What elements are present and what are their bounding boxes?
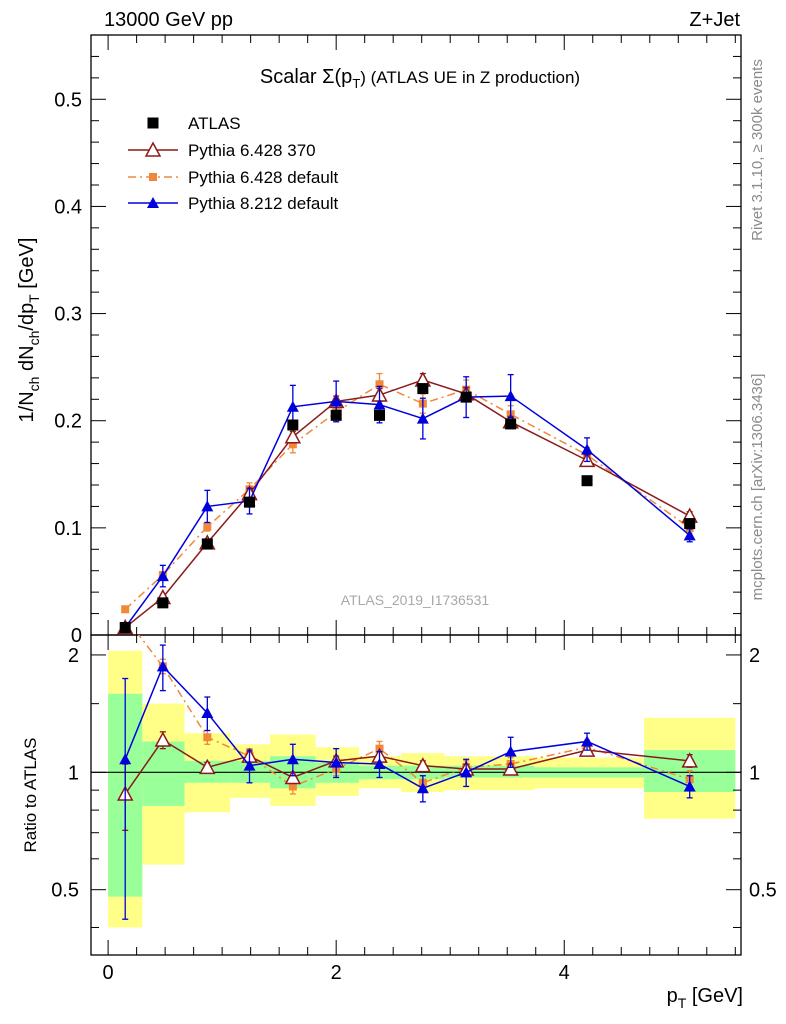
ratio-point-py8_default bbox=[330, 756, 343, 768]
legend: ATLAS Pythia 6.428 370 Pythia 6.428 defaul… bbox=[128, 114, 339, 213]
main-point-py6_default bbox=[288, 440, 297, 449]
ratio-y-tick-label: 0.5 bbox=[749, 880, 777, 902]
main-point-py8_default bbox=[201, 500, 214, 512]
header-left: 13000 GeV pp bbox=[104, 9, 233, 31]
ratio-point-py6_370 bbox=[154, 731, 172, 747]
legend-marker-py6_370 bbox=[144, 141, 162, 157]
ratio-y-tick-label: 2 bbox=[749, 645, 760, 667]
ratio-point-py6_default bbox=[203, 733, 212, 742]
x-tick-label: 2 bbox=[331, 962, 342, 984]
main-point-py8_default bbox=[504, 390, 517, 402]
legend-label-py8_default: Pythia 8.212 default bbox=[188, 194, 339, 213]
ratio-point-py8_default bbox=[504, 745, 517, 757]
main-point-atlas bbox=[119, 622, 131, 633]
main-point-atlas bbox=[417, 383, 429, 395]
legend-marker-py8_default bbox=[147, 197, 159, 208]
ratio-y-tick-label: 0.5 bbox=[51, 880, 79, 902]
legend-marker-py6_default bbox=[149, 173, 157, 181]
main-point-py8_default bbox=[683, 529, 696, 541]
main-point-atlas bbox=[201, 538, 213, 550]
ratio-line-py6_default bbox=[137, 635, 690, 788]
main-point-py6_default bbox=[375, 380, 384, 389]
main-point-atlas bbox=[684, 518, 696, 530]
main-point-py8_default bbox=[581, 443, 594, 455]
x-tick-label: 4 bbox=[559, 962, 570, 984]
x-axis-label: pT [GeV] bbox=[667, 985, 743, 1011]
ratio-point-py8_default bbox=[581, 735, 594, 747]
ratio-point-py8_default bbox=[286, 753, 299, 765]
main-point-py6_370 bbox=[284, 428, 302, 444]
ratio-point-py8_default bbox=[156, 660, 169, 672]
main-line-py8_default bbox=[124, 395, 691, 628]
main-point-py8_default bbox=[373, 398, 386, 410]
y-axis-label-main: 1/Nch dNch/dpT [GeV] bbox=[16, 238, 42, 423]
main-point-atlas bbox=[244, 496, 256, 508]
main-line-py6_370 bbox=[124, 379, 691, 629]
ratio-y-tick-label: 1 bbox=[749, 762, 760, 784]
main-line-py6_default bbox=[124, 383, 691, 610]
ratio-point-py8_default bbox=[201, 706, 214, 718]
main-point-py6_default bbox=[121, 605, 130, 614]
main-y-tick-label: 0.4 bbox=[54, 196, 82, 218]
main-point-py8_default bbox=[330, 395, 343, 407]
y-axis-label-ratio: Ratio to ATLAS bbox=[21, 738, 40, 853]
ratio-point-py8_default bbox=[416, 782, 429, 794]
ratio-point-py8_default bbox=[373, 758, 386, 770]
ratio-point-py6_370 bbox=[414, 757, 432, 773]
main-y-tick-label: 0.5 bbox=[54, 89, 82, 111]
main-point-py8_default bbox=[286, 400, 299, 412]
main-y-tick-label: 0.3 bbox=[54, 304, 82, 326]
main-point-py8_default bbox=[416, 412, 429, 424]
ratio-point-py8_default bbox=[119, 753, 132, 765]
ratio-point-py6_370 bbox=[681, 752, 698, 768]
ratio-point-py8_default bbox=[460, 766, 473, 778]
legend-label-py6_370: Pythia 6.428 370 bbox=[188, 141, 316, 160]
main-y-tick-label: 0.2 bbox=[54, 411, 82, 433]
main-point-atlas bbox=[505, 418, 517, 430]
x-tick-label: 0 bbox=[103, 962, 114, 984]
side-label-rivet: Rivet 3.1.10, ≥ 300k events bbox=[749, 59, 766, 241]
main-point-atlas bbox=[330, 409, 342, 421]
main-point-atlas bbox=[460, 391, 472, 403]
main-point-atlas bbox=[287, 419, 299, 431]
ratio-line-py8_default bbox=[124, 664, 690, 790]
analysis-watermark: ATLAS_2019_I1736531 bbox=[341, 592, 490, 608]
main-point-atlas bbox=[157, 597, 169, 609]
main-series bbox=[116, 371, 698, 635]
main-y-tick-label: 0.1 bbox=[54, 518, 82, 540]
legend-label-py6_default: Pythia 6.428 default bbox=[188, 168, 339, 187]
legend-marker-atlas bbox=[147, 117, 159, 129]
ratio-y-tick-label: 1 bbox=[68, 762, 79, 784]
band-inner bbox=[142, 741, 185, 806]
ratio-series bbox=[116, 635, 698, 920]
ratio-y-tick-label: 2 bbox=[68, 645, 79, 667]
main-point-py8_default bbox=[156, 570, 169, 582]
ratio-line-py6_370 bbox=[124, 739, 690, 795]
ratio-point-py8_default bbox=[243, 759, 256, 771]
ratio-plot-frame bbox=[90, 634, 742, 956]
ratio-point-py6_default bbox=[288, 782, 297, 791]
header-right: Z+Jet bbox=[689, 9, 740, 31]
plot-title: Scalar Σ(pT) (ATLAS UE in Z production) bbox=[260, 66, 580, 91]
axis-tick-labels: 00.10.20.30.40.50 2 40.5 0.51 12 2 bbox=[51, 89, 777, 984]
legend-label-atlas: ATLAS bbox=[188, 114, 241, 133]
ratio-point-py8_default bbox=[683, 780, 696, 792]
main-point-atlas bbox=[581, 475, 593, 487]
main-point-py6_default bbox=[203, 522, 212, 531]
ratio-point-py6_370 bbox=[199, 758, 216, 775]
main-point-atlas bbox=[374, 409, 386, 421]
main-y-tick-label: 0 bbox=[71, 625, 82, 647]
ratio-point-py6_370 bbox=[502, 760, 519, 776]
side-label-mcplots: mcplots.cern.ch [arXiv:1306.3436] bbox=[749, 374, 766, 601]
ratio-point-py6_370 bbox=[284, 768, 302, 785]
